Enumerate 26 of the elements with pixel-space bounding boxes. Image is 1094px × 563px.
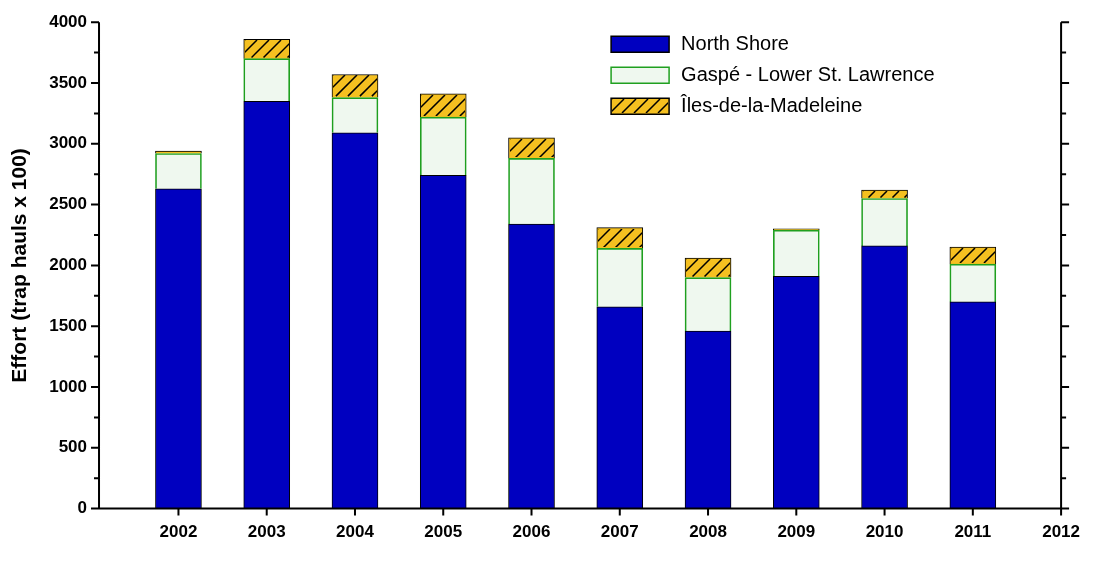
y-tick-label: 1500 (49, 315, 88, 335)
y-tick-label: 2500 (49, 194, 88, 214)
x-tick-label: 2011 (954, 522, 992, 542)
x-tick-label: 2002 (159, 522, 198, 542)
legend-label: Îles-de-la-Madeleine (680, 93, 863, 116)
y-tick-label: 0 (77, 498, 88, 518)
legend-label: Gaspé - Lower St. Lawrence (681, 62, 935, 85)
x-tick-label: 2010 (865, 522, 904, 542)
y-tick-label: 3500 (49, 72, 88, 92)
bar (772, 229, 820, 277)
bar (155, 153, 202, 189)
x-tick-label: 2009 (777, 522, 816, 542)
x-tick-label: 2003 (247, 522, 286, 542)
y-tick-label: 1000 (49, 376, 88, 396)
y-tick-label: 4000 (49, 11, 88, 31)
legend-label: North Shore (681, 31, 789, 54)
y-tick-label: 500 (58, 437, 88, 457)
x-tick-label: 2012 (1042, 522, 1080, 542)
x-tick-label: 2008 (689, 522, 727, 542)
x-tick-label: 2005 (424, 522, 463, 542)
y-tick-label: 2000 (49, 255, 88, 275)
y-axis-title: Effort (trap hauls x 100) (7, 148, 31, 383)
x-tick-label: 2006 (512, 522, 551, 542)
x-tick-label: 2004 (336, 522, 375, 542)
x-tick-label: 2007 (600, 522, 639, 542)
y-tick-label: 3000 (49, 133, 88, 153)
